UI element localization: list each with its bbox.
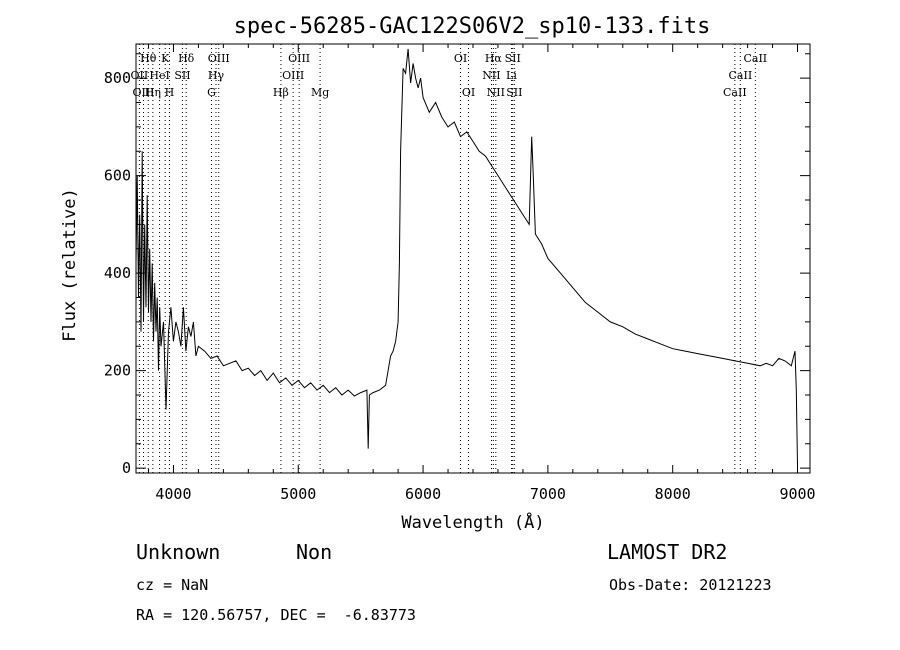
spectral-line-label: Mg xyxy=(311,86,329,99)
spectral-line-label: Hθ xyxy=(140,52,157,65)
spectral-line-label: HeI xyxy=(149,69,169,82)
spectral-line-label: G xyxy=(207,86,216,99)
axis-ticks: 4000 5000 6000 7000 8000 9000 0 200 400 600 800 xyxy=(104,44,816,503)
x-tick-label: 7000 xyxy=(530,485,566,503)
spectral-line-label: CaII xyxy=(723,86,747,99)
spectral-line-label: SII xyxy=(174,69,190,82)
spectral-line-label: SII xyxy=(506,86,522,99)
spectral-line-label: NII xyxy=(482,69,500,82)
y-tick-label: 800 xyxy=(104,69,131,87)
chart-title: spec-56285-GAC122S06V2_sp10-133.fits xyxy=(234,14,711,39)
observation-date: Obs-Date: 20121223 xyxy=(609,576,772,594)
spectral-line-label: Hδ xyxy=(178,52,195,65)
x-tick-label: 5000 xyxy=(280,485,316,503)
y-tick-label: 0 xyxy=(122,459,131,477)
spectral-line-label: Hα xyxy=(485,52,503,65)
spectral-line-label: Hβ xyxy=(273,86,289,99)
spectral-line-label: OIII xyxy=(208,52,230,65)
spectral-line-label: Hη xyxy=(145,86,161,99)
spectral-line-label: NII xyxy=(487,86,505,99)
spectral-line-label: CaII xyxy=(729,69,753,82)
x-tick-label: 6000 xyxy=(405,485,441,503)
spectral-line-label: CaII xyxy=(743,52,767,65)
spectral-line-label: OIII xyxy=(288,52,310,65)
spectral-line-label: OI xyxy=(462,86,475,99)
spectrum-series-line xyxy=(135,48,798,466)
x-tick-label: 8000 xyxy=(655,485,691,503)
redshift-cz: cz = NaN xyxy=(136,576,209,594)
coordinates: RA = 120.56757, DEC = -6.83773 xyxy=(136,606,416,624)
spectral-line-label: OIII xyxy=(132,86,154,99)
object-subclass: Non xyxy=(296,540,333,564)
spectral-line-label: H xyxy=(165,86,175,99)
spectral-line-label: SII xyxy=(505,52,521,65)
plot-frame xyxy=(135,43,811,474)
y-tick-label: 400 xyxy=(104,264,131,282)
spectral-line-label: OII xyxy=(131,69,149,82)
y-tick-label: 200 xyxy=(104,362,131,380)
x-tick-label: 9000 xyxy=(779,485,815,503)
object-class: Unknown xyxy=(136,540,221,564)
spectral-line-label: OI xyxy=(454,52,467,65)
y-axis-label: Flux (relative) xyxy=(60,188,80,342)
y-tick-label: 600 xyxy=(104,167,131,185)
spectral-line-label: K xyxy=(161,52,170,65)
x-axis-label: Wavelength (Å) xyxy=(401,511,544,533)
spectral-line-label: Hγ xyxy=(208,69,225,82)
spectral-line-label: Li xyxy=(506,69,517,82)
survey-name: LAMOST DR2 xyxy=(607,540,728,564)
spectral-line-label: OIII xyxy=(282,69,304,82)
x-tick-label: 4000 xyxy=(155,485,191,503)
